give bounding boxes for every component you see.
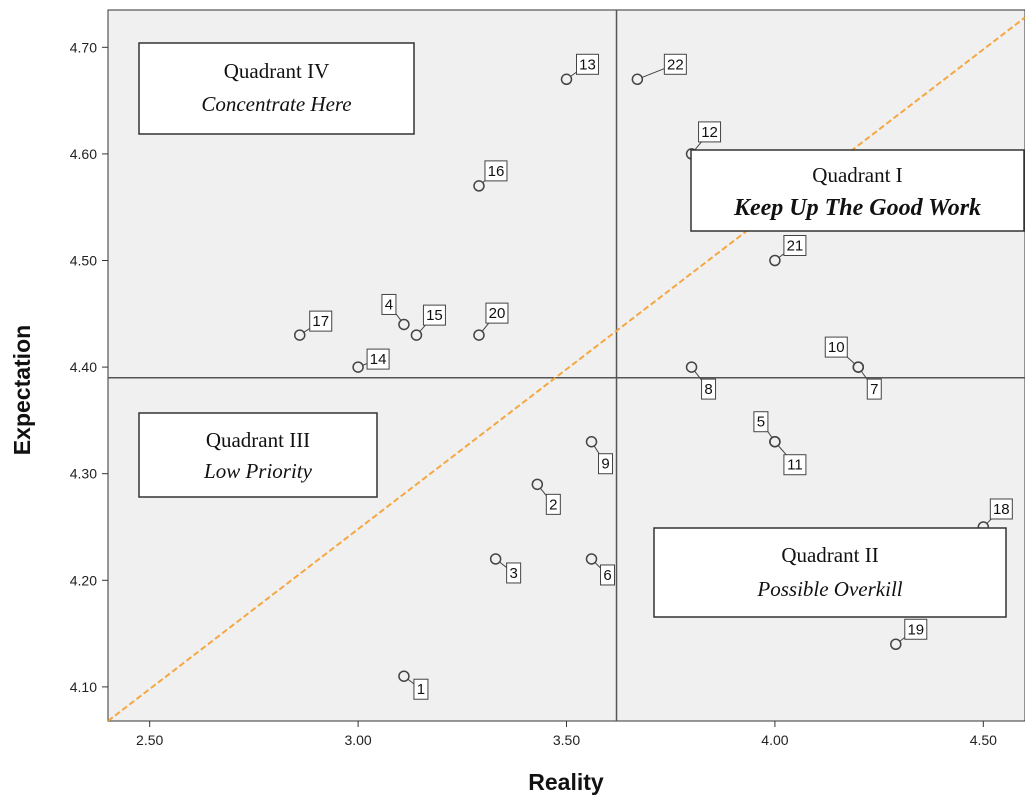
data-label: 13 [579, 56, 596, 73]
quadrant-box-frame [653, 527, 1007, 618]
data-label-box [381, 293, 397, 315]
x-axis-title: Reality [528, 769, 604, 795]
diagonal-reference-line [108, 16, 1025, 721]
data-label: 9 [601, 456, 609, 473]
data-label-box [366, 348, 390, 370]
data-point [531, 478, 544, 491]
data-label-box [783, 235, 807, 257]
quadrant-4-box: Quadrant IV Concentrate Here [138, 42, 415, 135]
data-point [852, 361, 865, 373]
data-label: 18 [993, 501, 1010, 518]
quadrant-box-frame [690, 149, 1025, 232]
data-label: 10 [828, 339, 845, 356]
data-point [560, 73, 573, 86]
data-label: 17 [312, 313, 329, 330]
data-label: 6 [603, 567, 611, 584]
data-label: 14 [370, 351, 387, 368]
data-label: 16 [488, 163, 505, 180]
y-tick-label: 4.50 [70, 253, 97, 269]
point-leader-line [499, 561, 507, 568]
x-tick-label: 4.50 [970, 732, 997, 748]
data-point [398, 318, 410, 331]
data-point [473, 180, 485, 192]
data-label: 19 [907, 621, 924, 638]
x-tick-label: 3.50 [553, 732, 580, 748]
data-point [473, 329, 485, 341]
y-tick-label: 4.30 [70, 466, 97, 482]
quadrant-title: Quadrant I [812, 163, 902, 187]
point-leader-line [407, 678, 415, 685]
point-leader-line [641, 67, 668, 78]
data-label-box [753, 411, 769, 433]
y-tick-label: 4.70 [70, 39, 97, 55]
quadrant-title: Quadrant IV [224, 59, 330, 83]
data-label: 8 [704, 381, 712, 398]
data-label-box [866, 378, 882, 400]
quadrant-subtitle: Low Priority [203, 459, 313, 483]
data-point [685, 361, 698, 373]
quadrant-1-box: Quadrant I Keep Up The Good Work [690, 149, 1025, 232]
y-tick-label: 4.60 [70, 146, 97, 162]
quadrant-subtitle: Concentrate Here [201, 92, 351, 116]
data-label-box [663, 53, 687, 75]
data-label: 3 [509, 565, 517, 582]
data-label-box [598, 453, 614, 475]
data-label-box [576, 53, 599, 75]
quadrant-title: Quadrant II [781, 543, 878, 567]
data-label-box [698, 121, 722, 143]
data-label: 5 [757, 414, 765, 431]
data-label: 15 [426, 307, 443, 324]
y-tick-label: 4.20 [70, 572, 97, 588]
data-label: 1 [417, 681, 425, 698]
quadrant-subtitle: Possible Overkill [756, 577, 902, 601]
data-label: 21 [787, 238, 804, 255]
data-point [585, 553, 598, 565]
data-label-box [545, 493, 561, 515]
data-label: 2 [549, 496, 557, 513]
quadrant-title: Quadrant III [206, 428, 310, 452]
data-point [352, 361, 364, 373]
data-label-box [485, 302, 509, 324]
data-point [769, 254, 781, 267]
data-label: 11 [787, 457, 803, 474]
data-label-box [484, 160, 508, 182]
quadrant-2-box: Quadrant II Possible Overkill [653, 527, 1007, 618]
data-label-box [413, 678, 429, 700]
y-tick-label: 4.10 [70, 679, 97, 695]
quadrant-box-frame [138, 412, 378, 498]
data-label: 12 [701, 124, 718, 141]
data-point [585, 435, 598, 448]
data-label-box [904, 618, 928, 640]
x-tick-label: 3.00 [344, 732, 371, 748]
data-label-box [309, 310, 333, 332]
y-tick-label: 4.40 [70, 359, 97, 375]
data-label-box [824, 336, 848, 358]
data-label: 7 [870, 381, 878, 398]
data-label-box [422, 304, 446, 326]
data-point [769, 435, 781, 448]
data-point [410, 329, 423, 341]
quadrant-box-frame [138, 42, 415, 135]
data-label-box [701, 378, 717, 400]
x-tick-label: 4.00 [761, 732, 788, 748]
data-point [890, 638, 902, 651]
data-label: 22 [667, 56, 684, 73]
data-label-box [506, 562, 522, 584]
data-point [489, 553, 502, 565]
data-label: 20 [489, 305, 506, 322]
data-label-box [783, 454, 807, 476]
x-tick-label: 2.50 [136, 732, 163, 748]
data-point [631, 73, 644, 86]
data-label-box [600, 564, 616, 586]
y-axis-title: Expectation [9, 325, 35, 455]
data-label: 4 [385, 296, 393, 313]
quadrant-subtitle: Keep Up The Good Work [733, 195, 981, 221]
quadrant-3-box: Quadrant III Low Priority [138, 412, 378, 498]
data-label-box [989, 498, 1013, 520]
data-point [398, 670, 410, 682]
data-point [293, 329, 306, 341]
